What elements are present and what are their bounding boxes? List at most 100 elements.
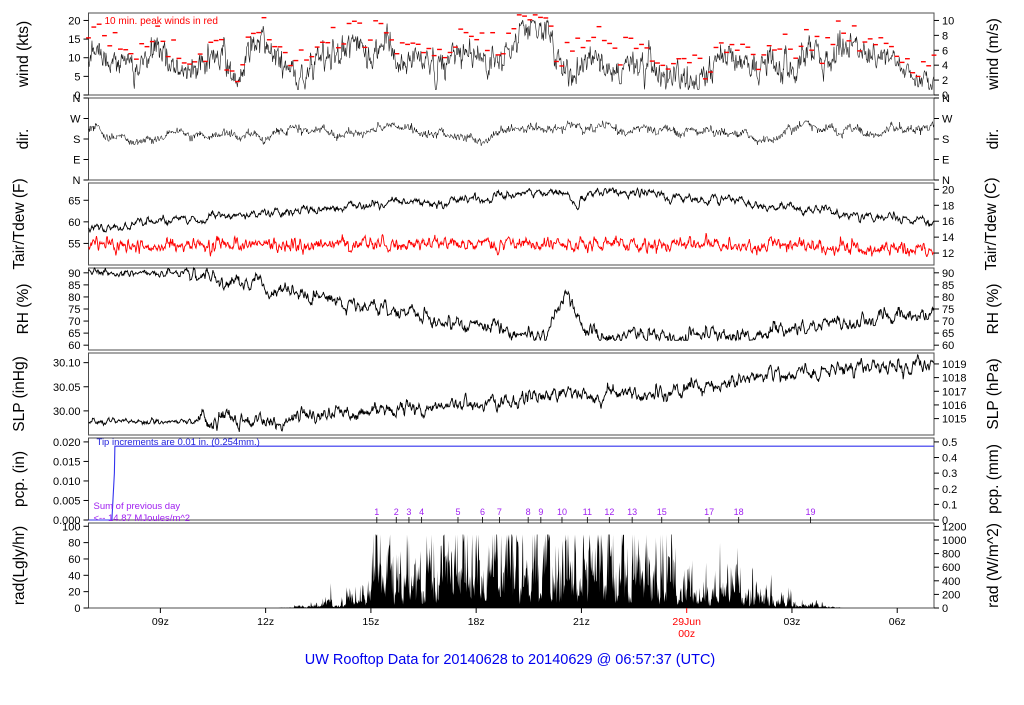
svg-text:30.10: 30.10 bbox=[53, 358, 81, 370]
svg-text:0.1: 0.1 bbox=[942, 499, 957, 511]
svg-text:4: 4 bbox=[942, 60, 948, 72]
svg-text:400: 400 bbox=[942, 576, 960, 588]
svg-text:18: 18 bbox=[942, 200, 954, 212]
svg-text:1018: 1018 bbox=[942, 373, 966, 385]
svg-text:55: 55 bbox=[68, 238, 80, 250]
svg-text:0.4: 0.4 bbox=[942, 453, 957, 465]
svg-text:0.015: 0.015 bbox=[53, 456, 81, 468]
svg-text:7: 7 bbox=[497, 507, 502, 517]
svg-text:1: 1 bbox=[374, 507, 379, 517]
svg-text:4: 4 bbox=[419, 507, 424, 517]
svg-text:dir.: dir. bbox=[15, 129, 32, 150]
svg-text:18: 18 bbox=[734, 507, 744, 517]
svg-text:11: 11 bbox=[583, 507, 592, 517]
svg-text:wind (kts): wind (kts) bbox=[15, 21, 32, 88]
svg-text:0: 0 bbox=[942, 603, 948, 615]
svg-text:E: E bbox=[73, 155, 80, 167]
svg-text:pcp. (mm): pcp. (mm) bbox=[985, 444, 1002, 514]
svg-text:15z: 15z bbox=[362, 616, 379, 628]
svg-text:100: 100 bbox=[62, 521, 80, 533]
svg-text:00z: 00z bbox=[678, 628, 695, 640]
svg-text:60: 60 bbox=[68, 340, 80, 352]
svg-text:09z: 09z bbox=[152, 616, 169, 628]
svg-text:0.2: 0.2 bbox=[942, 484, 957, 496]
svg-text:1019: 1019 bbox=[942, 359, 966, 371]
svg-text:13: 13 bbox=[627, 507, 637, 517]
svg-text:20: 20 bbox=[68, 587, 80, 599]
svg-text:N: N bbox=[73, 93, 81, 105]
svg-text:10 min. peak winds in red: 10 min. peak winds in red bbox=[105, 16, 218, 27]
svg-text:60: 60 bbox=[68, 217, 80, 229]
svg-text:1000: 1000 bbox=[942, 535, 966, 547]
svg-text:<-- 14.87 MJoules/m^2: <-- 14.87 MJoules/m^2 bbox=[94, 513, 191, 524]
svg-text:30.05: 30.05 bbox=[53, 382, 81, 394]
svg-text:0.5: 0.5 bbox=[942, 437, 957, 449]
svg-text:RH (%): RH (%) bbox=[15, 284, 32, 335]
svg-text:1016: 1016 bbox=[942, 400, 966, 412]
svg-text:85: 85 bbox=[942, 280, 954, 292]
svg-text:1015: 1015 bbox=[942, 414, 966, 426]
svg-text:3: 3 bbox=[406, 507, 411, 517]
svg-text:6: 6 bbox=[942, 45, 948, 57]
svg-text:Tair/Tdew (F): Tair/Tdew (F) bbox=[11, 178, 28, 269]
svg-text:85: 85 bbox=[68, 280, 80, 292]
svg-text:20: 20 bbox=[68, 15, 80, 27]
svg-text:19: 19 bbox=[806, 507, 816, 517]
svg-text:RH (%): RH (%) bbox=[985, 284, 1002, 335]
svg-text:Sum of previous day: Sum of previous day bbox=[94, 501, 181, 512]
svg-text:1200: 1200 bbox=[942, 521, 966, 533]
svg-text:9: 9 bbox=[538, 507, 543, 517]
svg-text:W: W bbox=[942, 114, 953, 126]
svg-text:75: 75 bbox=[942, 304, 954, 316]
svg-text:70: 70 bbox=[942, 316, 954, 328]
svg-text:29Jun: 29Jun bbox=[672, 616, 701, 628]
svg-text:80: 80 bbox=[68, 538, 80, 550]
svg-text:90: 90 bbox=[68, 268, 80, 280]
svg-text:60: 60 bbox=[942, 340, 954, 352]
svg-text:N: N bbox=[73, 175, 81, 187]
svg-text:0: 0 bbox=[74, 603, 80, 615]
svg-text:40: 40 bbox=[68, 570, 80, 582]
svg-text:12z: 12z bbox=[257, 616, 274, 628]
svg-text:16: 16 bbox=[942, 216, 954, 228]
svg-text:0.010: 0.010 bbox=[53, 476, 81, 488]
svg-text:S: S bbox=[942, 134, 949, 146]
svg-text:06z: 06z bbox=[889, 616, 906, 628]
svg-text:rad (W/m^2): rad (W/m^2) bbox=[985, 523, 1002, 608]
svg-text:30.00: 30.00 bbox=[53, 406, 81, 418]
svg-text:0.005: 0.005 bbox=[53, 495, 81, 507]
svg-text:20: 20 bbox=[942, 184, 954, 196]
svg-text:pcp. (in): pcp. (in) bbox=[11, 451, 28, 507]
svg-text:10: 10 bbox=[68, 53, 80, 65]
svg-text:80: 80 bbox=[942, 292, 954, 304]
svg-text:1017: 1017 bbox=[942, 386, 966, 398]
svg-text:80: 80 bbox=[68, 292, 80, 304]
svg-text:65: 65 bbox=[68, 328, 80, 340]
svg-text:70: 70 bbox=[68, 316, 80, 328]
svg-text:800: 800 bbox=[942, 549, 960, 561]
svg-text:10: 10 bbox=[557, 507, 567, 517]
svg-text:5: 5 bbox=[455, 507, 460, 517]
svg-text:dir.: dir. bbox=[985, 129, 1002, 150]
svg-text:SLP (hPa): SLP (hPa) bbox=[985, 358, 1002, 429]
svg-text:2: 2 bbox=[942, 75, 948, 87]
svg-text:14: 14 bbox=[942, 232, 954, 244]
svg-text:15: 15 bbox=[68, 34, 80, 46]
svg-text:03z: 03z bbox=[783, 616, 800, 628]
svg-text:N: N bbox=[942, 93, 950, 105]
svg-text:2: 2 bbox=[394, 507, 399, 517]
svg-text:12: 12 bbox=[604, 507, 614, 517]
svg-text:65: 65 bbox=[68, 195, 80, 207]
svg-text:E: E bbox=[942, 155, 949, 167]
svg-text:75: 75 bbox=[68, 304, 80, 316]
svg-text:17: 17 bbox=[704, 507, 714, 517]
svg-text:12: 12 bbox=[942, 248, 954, 260]
svg-text:60: 60 bbox=[68, 554, 80, 566]
svg-text:rad(Lgly/hr): rad(Lgly/hr) bbox=[11, 526, 28, 605]
svg-text:90: 90 bbox=[942, 268, 954, 280]
svg-text:0.3: 0.3 bbox=[942, 468, 957, 480]
svg-text:21z: 21z bbox=[573, 616, 590, 628]
svg-text:15: 15 bbox=[657, 507, 667, 517]
svg-text:8: 8 bbox=[942, 30, 948, 42]
svg-text:5: 5 bbox=[74, 71, 80, 83]
